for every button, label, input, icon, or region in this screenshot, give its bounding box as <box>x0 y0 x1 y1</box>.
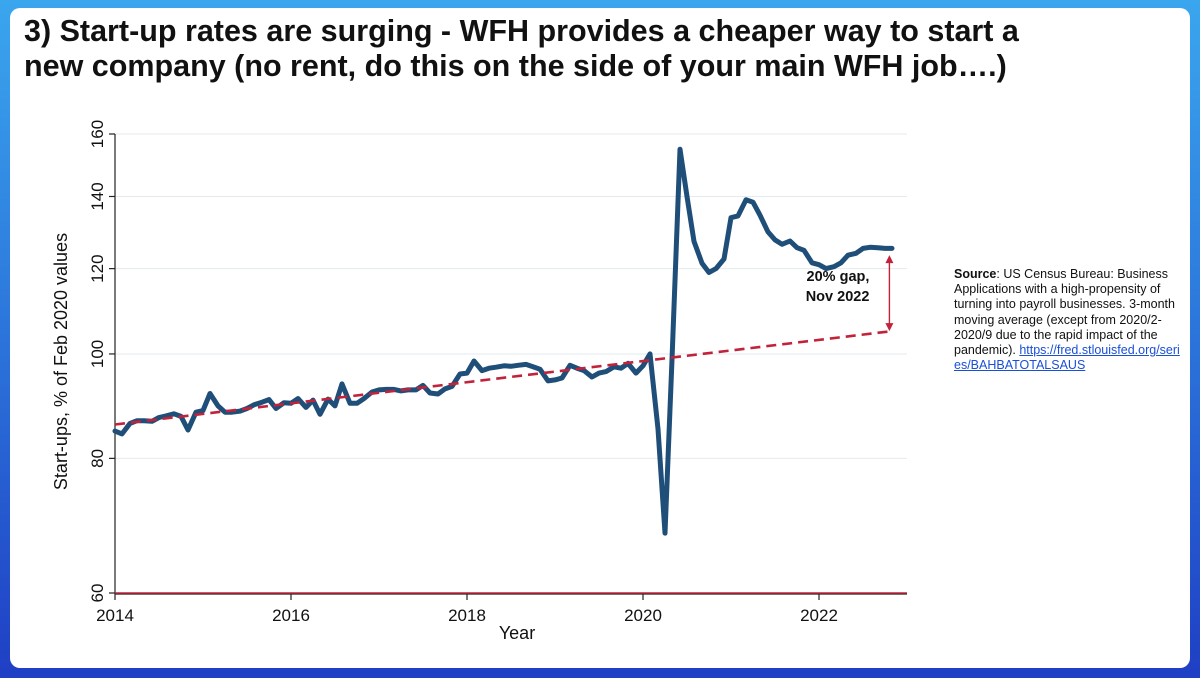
y-tick-label-160: 160 <box>88 120 107 148</box>
y-tick-label-80: 80 <box>88 449 107 468</box>
y-tick-label-120: 120 <box>88 254 107 282</box>
slide-title: 3) Start-up rates are surging - WFH prov… <box>24 14 1184 84</box>
title-line-1: 3) Start-up rates are surging - WFH prov… <box>24 14 1019 48</box>
gap-arrow-head-top <box>885 255 894 264</box>
source-label: Source <box>954 267 997 281</box>
gap-arrow-head-bottom <box>885 323 894 332</box>
y-tick-label-100: 100 <box>88 340 107 368</box>
x-tick-label-2020: 2020 <box>624 606 662 625</box>
gap-annotation-line-1: 20% gap, <box>807 269 870 285</box>
trend-line-dashed <box>114 329 893 426</box>
title-line-2: new company (no rent, do this on the sid… <box>24 49 1007 83</box>
x-tick-label-2022: 2022 <box>800 606 838 625</box>
source-link[interactable]: https://fred.stlouisfed.org/series/BAHBA… <box>954 343 1180 373</box>
x-tick-label-2018: 2018 <box>448 606 486 625</box>
x-tick-label-2016: 2016 <box>272 606 310 625</box>
x-tick-label-2014: 2014 <box>96 606 134 625</box>
slide: 3) Start-up rates are surging - WFH prov… <box>10 8 1190 668</box>
gap-annotation-line-2: Nov 2022 <box>806 289 870 305</box>
startups-line-chart: 60 80 100 120 140 160 2014 2016 2018 2020 2022 Year… <box>51 120 907 643</box>
y-axis-label: Start-ups, % of Feb 2020 values <box>51 233 71 490</box>
source-text: : US Census Bureau: Business Application… <box>954 267 1175 358</box>
y-tick-label-140: 140 <box>88 182 107 210</box>
source-note: Source: US Census Bureau: Business Appli… <box>954 267 1184 373</box>
startups-series-line <box>112 146 895 536</box>
x-axis-label: Year <box>499 623 535 643</box>
y-tick-label-60: 60 <box>88 584 107 603</box>
